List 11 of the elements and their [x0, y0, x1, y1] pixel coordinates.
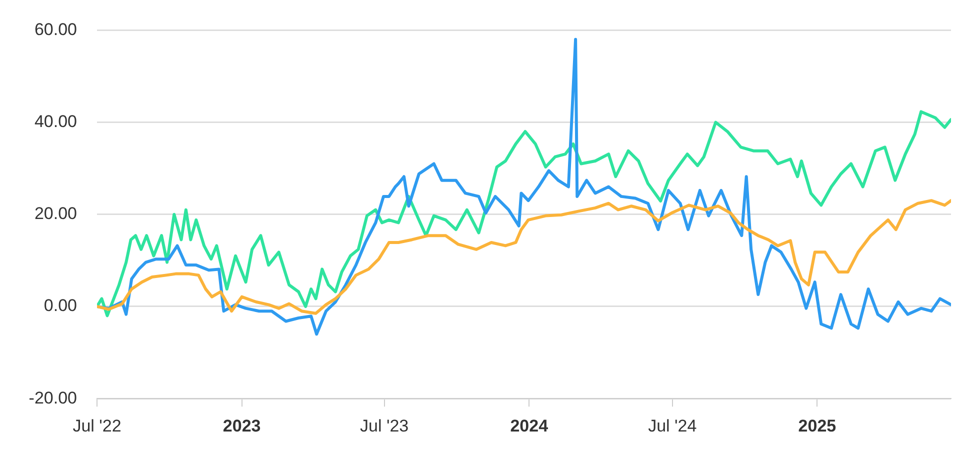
- y-tick-label: -20.00: [28, 388, 77, 408]
- y-tick-label: 60.00: [34, 20, 77, 39]
- y-tick-label: 40.00: [34, 112, 77, 131]
- x-tick-label: Jul '22: [72, 416, 122, 436]
- y-tick-label: 0.00: [44, 296, 77, 316]
- x-tick-label: Jul '24: [648, 416, 697, 436]
- x-tick-label: 2024: [510, 416, 549, 436]
- x-tick-label: 2023: [222, 416, 261, 436]
- x-tick-label: 2025: [798, 416, 836, 436]
- y-tick-label: 20.00: [34, 204, 77, 224]
- x-tick-label: Jul '23: [360, 416, 409, 436]
